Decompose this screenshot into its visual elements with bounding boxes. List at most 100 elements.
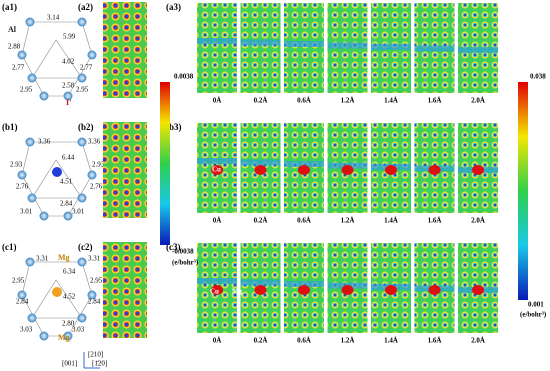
colorbar-unit: (e/bohr³) [520,311,547,319]
density-band [197,278,237,284]
density-band [240,39,281,46]
atom [63,331,73,341]
panel-label: (b2) [78,122,94,132]
displacement-label: 1.6Å [428,97,442,105]
atom-label: I' [66,98,71,107]
displacement-label: 1.6Å [428,217,442,225]
charge-map [103,2,147,98]
atom [77,257,87,267]
density-hot [341,285,354,295]
displacement-label: 0.6Å [297,217,311,225]
atom [17,170,27,180]
distance: 2.76 [90,183,103,191]
charge-map [103,122,147,218]
distance: 2.95 [20,86,33,94]
distance: 3.36 [38,138,51,146]
distance: 4.51 [60,178,73,186]
distance: 4.52 [63,293,76,301]
density-hot [428,285,441,295]
density-band [414,45,455,52]
panel-label: (c1) [2,242,17,252]
axis-label: [001] [62,360,77,368]
displacement-label: 0.6Å [297,97,311,105]
distance: 2.93 [92,161,105,169]
structure-frame [21,141,93,217]
panel-label: (a1) [2,2,17,12]
density-hot [428,165,441,175]
axis-label: [210] [88,351,103,359]
displacement-label: 1.6Å [428,337,442,345]
density-hot [211,285,223,295]
distance: 2.80 [62,320,75,328]
atom [77,193,87,203]
distance: 2.84 [16,298,29,306]
solute-atom [52,287,62,297]
axis-label: [1̄20] [92,360,107,368]
structure-frame [31,279,83,319]
density-band [240,279,281,286]
atom [25,17,35,27]
distance: 4.02 [62,58,75,66]
distance: 3.36 [88,138,101,146]
atom-label: Al [8,25,17,34]
panel-atom-label: Mg [232,288,243,296]
distance: 5.99 [63,33,76,41]
structure-frame [31,39,83,79]
atom [17,290,27,300]
atom [39,91,49,101]
atom [27,193,37,203]
displacement-label: 2.0Å [471,97,485,105]
structure-frame [31,159,83,199]
atom [27,73,37,83]
atom [87,50,97,60]
panel-label: (b3) [166,122,182,132]
distance: 2.95 [12,277,25,285]
density-hot [254,165,267,175]
atom [63,91,73,101]
distance: 3.03 [72,326,85,334]
atom [77,313,87,323]
density-panel [284,3,324,93]
displacement-label: 2.0Å [471,337,485,345]
atom-label: Mg [58,333,70,342]
solute-atom [52,167,62,177]
distance: 2.84 [88,298,101,306]
density-hot [472,285,484,295]
colorbar-min: 0.001 [528,301,544,309]
density-band [371,44,411,50]
distance: 3.14 [47,14,60,22]
density-band [327,42,368,49]
density-hot [472,165,484,175]
displacement-label: 1.2Å [341,97,355,105]
density-band [197,158,237,164]
density-band [197,38,237,44]
colorbar [160,82,170,245]
density-band [284,41,324,47]
distance: 2.77 [80,64,93,72]
distance: 2.84 [60,200,73,208]
distance: 3.31 [88,255,101,263]
density-panel [240,3,281,93]
displacement-label: 1.4Å [384,97,398,105]
atom [77,137,87,147]
density-band [240,159,281,166]
density-hot [385,285,397,295]
distance: 2.76 [16,183,29,191]
distance: 2.77 [12,64,25,72]
panel-atom-label: Cu [210,288,219,296]
distance: 2.95 [90,277,103,285]
density-band [284,161,324,167]
displacement-label: 1.2Å [341,217,355,225]
density-hot [211,165,223,175]
panel-label: (c3) [166,242,181,252]
atom [77,17,87,27]
distance: 6.44 [62,154,75,162]
panel-label: (b1) [2,122,18,132]
atom [39,331,49,341]
panel-label: (c2) [78,242,93,252]
displacement-label: 0.6Å [297,337,311,345]
distance: 2.88 [8,43,21,51]
colorbar [518,82,528,300]
displacement-label: 2.0Å [471,217,485,225]
